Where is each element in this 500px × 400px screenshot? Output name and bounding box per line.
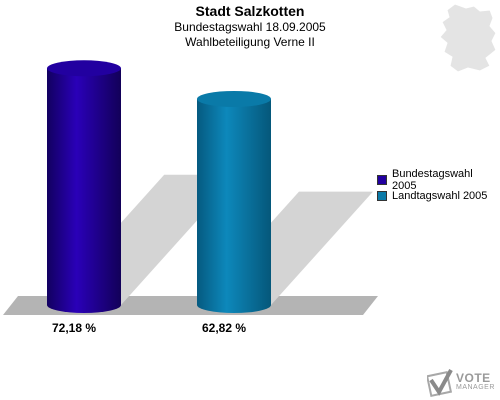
legend-label-landtagswahl: Landtagswahl 2005 <box>392 190 488 202</box>
bar-body-bundestagswahl <box>47 68 121 313</box>
legend-item-landtagswahl: Landtagswahl 2005 <box>377 188 500 204</box>
bar-landtagswahl <box>197 90 271 313</box>
chart-title: Stadt Salzkotten <box>195 3 305 19</box>
chart-title-block: Stadt Salzkotten Bundestagswahl 18.09.20… <box>0 3 500 50</box>
value-label-bundestagswahl: 72,18 % <box>52 321 96 335</box>
legend-label-bundestagswahl: Bundestagswahl 2005 <box>391 168 473 192</box>
chart-subtitle-turnout: Wahlbeteiligung Verne II <box>185 35 315 49</box>
germany-map-icon <box>439 3 497 73</box>
bar-top-landtagswahl <box>197 90 271 107</box>
value-label-landtagswahl: 62,82 % <box>202 321 246 335</box>
bar-top-bundestagswahl <box>47 60 121 77</box>
bar-bundestagswahl <box>47 60 121 313</box>
chart-subtitle-election: Bundestagswahl 18.09.2005 <box>174 20 326 34</box>
legend-swatch-bundestagswahl <box>377 175 387 185</box>
logo-text-vote: VOTE <box>456 371 491 385</box>
legend: Bundestagswahl 2005 Landtagswahl 2005 <box>377 168 500 204</box>
logo-text-manager: MANAGER <box>456 384 495 391</box>
vote-manager-logo-icon <box>427 369 453 398</box>
legend-swatch-landtagswahl <box>377 191 387 201</box>
bar-body-landtagswahl <box>197 98 271 313</box>
vote-manager-logo: VOTE MANAGER <box>427 368 495 398</box>
legend-item-bundestagswahl: Bundestagswahl 2005 <box>377 168 500 192</box>
